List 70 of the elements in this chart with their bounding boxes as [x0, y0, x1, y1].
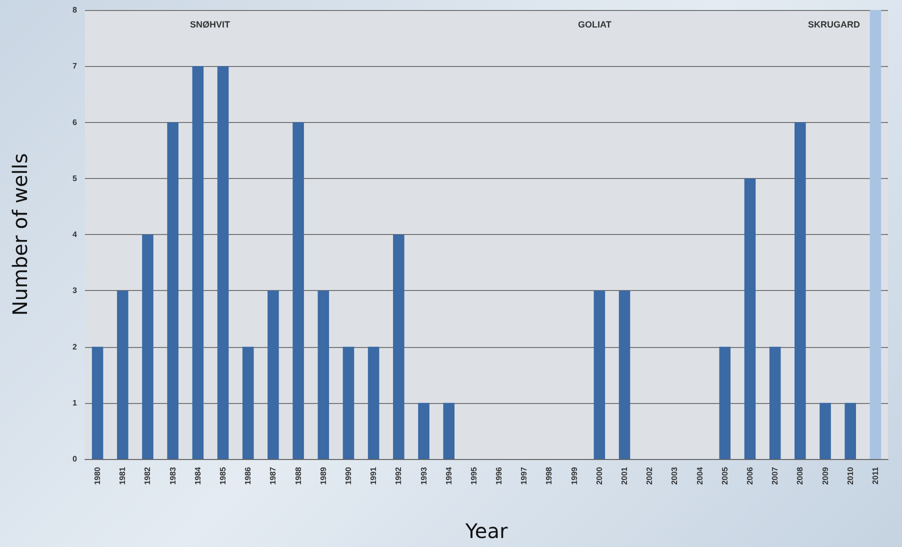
x-axis-title: Year — [464, 519, 508, 543]
bar — [744, 178, 756, 459]
x-tick-label: 1981 — [118, 466, 128, 485]
y-tick-label: 2 — [72, 342, 78, 352]
bar — [719, 346, 731, 459]
annotation: SKRUGARD — [808, 20, 860, 30]
x-tick-label: 1989 — [318, 466, 328, 485]
bar — [142, 234, 154, 459]
x-tick-label: 2009 — [820, 466, 830, 485]
x-tick-label: 1998 — [544, 466, 554, 485]
x-tick-label: 1983 — [168, 466, 178, 485]
x-tick-label: 2007 — [770, 466, 780, 485]
x-tick-label: 1994 — [444, 466, 454, 485]
x-tick-label: 2002 — [645, 466, 654, 485]
bar — [116, 290, 128, 459]
y-tick-label: 3 — [72, 286, 78, 296]
x-tick-label: 1993 — [419, 466, 428, 485]
x-tick-label: 2005 — [720, 466, 730, 485]
x-tick-label: 1999 — [570, 466, 579, 485]
bar — [292, 122, 304, 459]
y-tick-label: 0 — [72, 454, 78, 464]
bar — [418, 402, 430, 459]
y-tick-label: 4 — [72, 230, 78, 239]
annotation: SNØHVIT — [190, 20, 231, 30]
bar — [870, 10, 882, 459]
x-tick-label: 1986 — [244, 466, 253, 485]
x-tick-label: 1997 — [520, 466, 529, 485]
x-tick-label: 1982 — [143, 466, 152, 485]
bar — [167, 122, 178, 459]
x-tick-label: 2004 — [695, 466, 704, 485]
y-axis-title: Number of wells — [8, 153, 32, 316]
bar — [242, 346, 254, 459]
bar — [92, 346, 104, 459]
bar — [769, 346, 781, 459]
x-tick-label: 1980 — [93, 466, 102, 485]
bar — [844, 402, 856, 459]
y-tick-label: 1 — [72, 398, 78, 408]
x-tick-label: 2011 — [870, 466, 880, 484]
x-tick-label: 1995 — [469, 466, 478, 485]
bar — [393, 234, 404, 459]
bar — [594, 290, 606, 459]
bar — [217, 66, 229, 459]
x-tick-label: 1988 — [294, 466, 303, 485]
bar — [820, 402, 831, 459]
x-tick-label: 1990 — [344, 466, 353, 485]
x-tick-label: 2001 — [620, 466, 630, 485]
x-tick-label: 1996 — [494, 466, 504, 485]
x-tick-label: 1991 — [369, 466, 378, 485]
x-tick-label: 2003 — [670, 466, 680, 485]
x-tick-label: 1992 — [394, 466, 404, 485]
x-tick-label: 1984 — [193, 466, 202, 485]
x-tick-label: 1987 — [268, 466, 278, 485]
x-tick-label: 2006 — [745, 466, 754, 485]
x-tick-label: 2010 — [846, 466, 855, 485]
y-tick-label: 7 — [72, 62, 78, 71]
bar — [794, 122, 806, 459]
bar — [618, 290, 630, 459]
y-tick-label: 8 — [72, 6, 78, 14]
bar — [443, 402, 455, 459]
y-tick-label: 5 — [72, 174, 78, 183]
bar — [268, 290, 279, 459]
bar — [192, 66, 204, 459]
x-tick-label: 2008 — [796, 466, 805, 485]
bar — [368, 346, 380, 459]
bar — [342, 346, 354, 459]
annotation: GOLIAT — [578, 20, 612, 30]
y-tick-label: 6 — [72, 118, 78, 127]
bar — [318, 290, 330, 459]
x-tick-label: 2000 — [594, 466, 604, 485]
x-tick-label: 1985 — [218, 466, 228, 485]
